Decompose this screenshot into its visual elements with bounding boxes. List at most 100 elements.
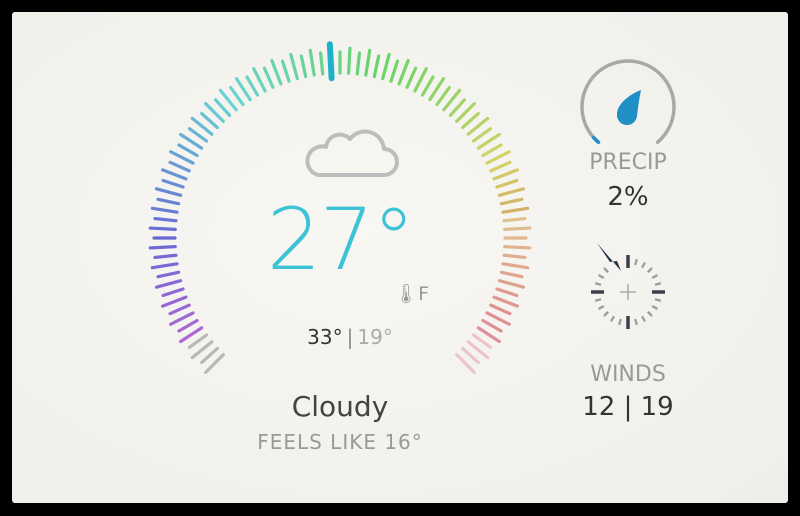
gauge-tick: [204, 102, 225, 123]
gauge-tick: [150, 206, 179, 214]
gauge-tick: [448, 98, 467, 117]
gauge-tick: [492, 168, 519, 181]
gauge-tick: [428, 77, 446, 102]
gauge-tick: [200, 346, 219, 365]
gauge-tick: [497, 279, 526, 289]
gauge-tick: [161, 178, 185, 189]
compass-tick: [603, 267, 609, 273]
gauge-tick: [200, 111, 219, 130]
gauge-tick: [150, 262, 179, 270]
gauge-tick: [413, 67, 428, 93]
precip-value: 2%: [607, 182, 649, 212]
compass-tick: [610, 315, 615, 322]
gauge-tick: [502, 216, 527, 223]
compass-tick: [598, 274, 605, 279]
gauge-tick: [156, 270, 181, 279]
gauge-tick: [218, 88, 238, 112]
condition: Cloudy: [291, 390, 389, 423]
gauge-tick: [485, 150, 511, 165]
gauge-tick: [245, 75, 260, 97]
thermometer-icon: 🌡︎: [394, 283, 419, 305]
gauge-tick: [485, 311, 511, 326]
gauge-tick: [169, 150, 195, 165]
gauge-tick: [499, 197, 524, 206]
gauge-tick: [229, 85, 245, 107]
compass-tick: [603, 311, 609, 317]
gauge-tick: [495, 178, 519, 189]
precip-gauge-fill: [591, 135, 601, 144]
gauge-tick: [213, 98, 232, 117]
gauge-tick: [289, 52, 299, 81]
gauge-tick: [154, 279, 183, 289]
low-temp: 19°: [357, 325, 393, 349]
gauge-tick: [168, 303, 191, 316]
gauge-tick: [435, 85, 451, 107]
gauge-tick: [262, 66, 275, 89]
compass-tick: [618, 318, 622, 326]
gauge-tick: [471, 333, 493, 349]
gauge-tick: [148, 245, 177, 250]
gauge-tick: [501, 206, 530, 214]
gauge-tick: [466, 340, 490, 360]
gauge-tick: [190, 116, 214, 136]
gauge-tick: [476, 132, 501, 150]
gauge-tick: [372, 54, 381, 79]
high-low: 33° | 19°: [307, 325, 393, 349]
gauge-tick: [495, 287, 519, 298]
gauge-tick: [489, 160, 512, 173]
winds-label: WINDS: [590, 362, 666, 387]
compass-tick: [651, 305, 658, 310]
weather-screen: [12, 12, 788, 503]
gauge-tick: [187, 127, 209, 143]
raindrop-icon: [616, 90, 641, 126]
gauge-tick: [481, 143, 503, 158]
gauge-tick: [280, 59, 291, 83]
gauge-tick: [347, 46, 352, 75]
gauge-tick: [156, 197, 181, 206]
compass-tick: [651, 274, 658, 279]
gauge-tick: [318, 51, 325, 76]
gauge-tick: [499, 270, 524, 279]
gauge-tick: [476, 326, 501, 344]
cloud-icon: [305, 129, 399, 177]
compass-tick: [641, 262, 646, 269]
gauge-tick: [299, 54, 308, 79]
gauge-tick: [177, 318, 199, 333]
high-temp: 33°: [307, 325, 343, 349]
gauge-tick: [442, 88, 462, 112]
gauge-tick: [502, 253, 527, 260]
compass-tick: [654, 282, 662, 286]
gauge-tick: [177, 143, 199, 158]
gauge-tick: [420, 75, 435, 97]
gauge-tick: [389, 59, 400, 83]
gauge-tick: [308, 48, 316, 77]
gauge-tick: [492, 295, 519, 308]
compass-tick: [647, 267, 653, 273]
gauge-tick: [148, 226, 177, 231]
gauge-tick: [501, 262, 530, 270]
current-temperature: 27°: [266, 190, 415, 290]
compass-tick: [594, 298, 602, 302]
winds-value: 12 | 19: [582, 392, 674, 422]
gauge-tick: [169, 311, 195, 326]
gauge-tick: [497, 187, 526, 197]
gauge-tick: [161, 295, 188, 308]
gauge-tick: [190, 340, 214, 360]
gauge-tick: [153, 253, 178, 260]
compass-tick: [598, 305, 605, 310]
compass-tick: [647, 311, 653, 317]
gauge-tick: [187, 333, 209, 349]
gauge-tick: [405, 66, 418, 89]
gauge-tick: [503, 226, 532, 231]
gauge-tick: [381, 52, 391, 81]
gauge-tick: [481, 318, 503, 333]
gauge-tick: [489, 303, 512, 316]
gauge-tick: [252, 67, 267, 93]
compass-tick: [634, 318, 638, 326]
gauge-tick: [179, 132, 204, 150]
gauge-tick: [397, 59, 410, 86]
compass-tick: [634, 258, 638, 266]
gauge-tick: [179, 326, 204, 344]
gauge-tick: [153, 216, 178, 223]
